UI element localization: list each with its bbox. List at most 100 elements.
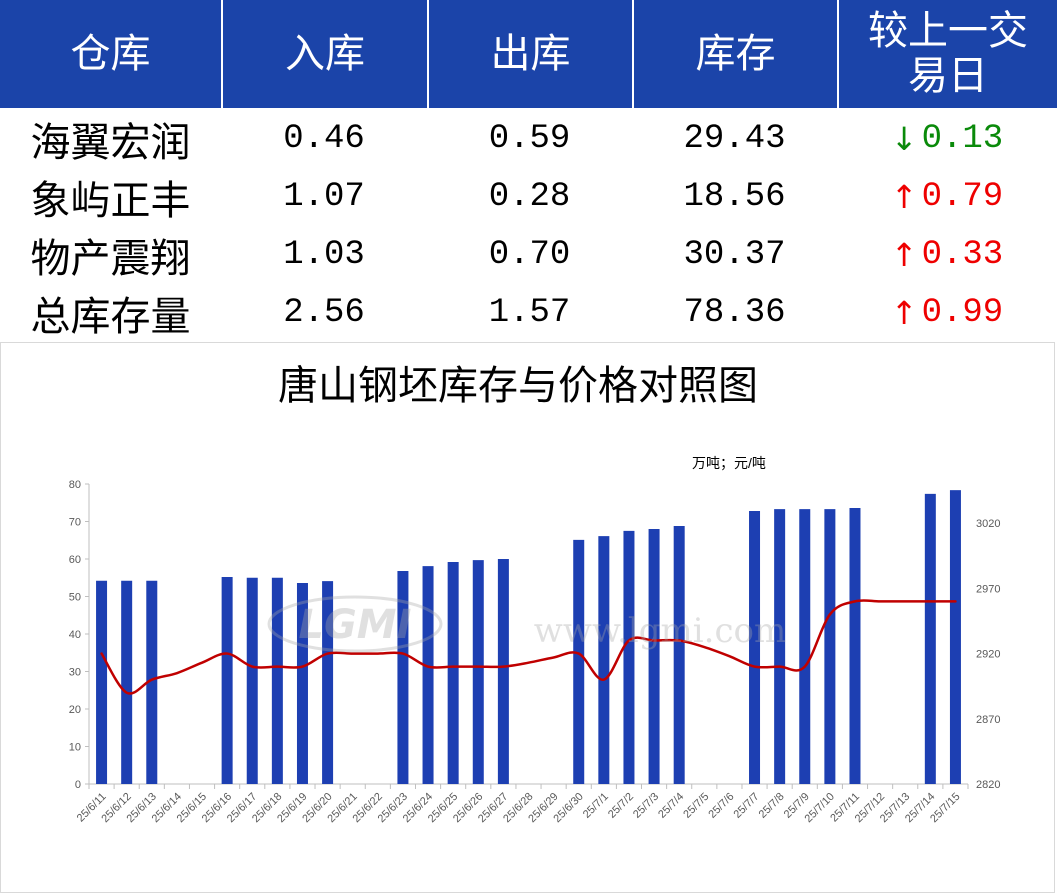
- table-row: 总库存量 2.56 1.57 78.36 ↑ 0.99: [0, 284, 1057, 342]
- header-label: 较上一交易日: [868, 8, 1028, 99]
- chart-panel: [0, 342, 1055, 893]
- y-tick-label: 0: [75, 779, 81, 791]
- y2-tick-label: 2970: [976, 583, 1000, 595]
- x-tick-label: 25/7/7: [732, 791, 762, 821]
- outbound-value: 0.70: [488, 236, 571, 274]
- chart-title: 唐山钢坯库存与价格对照图: [278, 363, 758, 409]
- header-outbound: 出库: [427, 0, 632, 108]
- stock-value: 18.56: [683, 178, 786, 216]
- price-series: [100, 599, 957, 695]
- table-header: 仓库 入库 出库 库存 较上一交易日: [0, 0, 1057, 108]
- inbound-value: 0.46: [283, 120, 365, 158]
- y-tick-label: 70: [69, 517, 81, 529]
- inventory-bar: [774, 509, 786, 784]
- inbound-value: 1.03: [283, 236, 365, 274]
- inventory-bar: [799, 509, 811, 784]
- change-value: ↑ 0.99: [837, 284, 1057, 342]
- header-label: 出库: [490, 30, 571, 77]
- arrow-up-icon: ↑: [890, 236, 918, 274]
- inventory-bar: [648, 529, 660, 784]
- y-tick-label: 50: [69, 592, 81, 604]
- watermark-logo-ring: [267, 595, 443, 653]
- y-tick-label: 40: [69, 629, 81, 641]
- inventory-bar: [246, 577, 258, 784]
- inventory-bar: [322, 581, 334, 784]
- change-amount: 0.33: [921, 236, 1004, 274]
- watermark-logo: LGMI: [298, 602, 411, 648]
- warehouse-name: 总库存量: [30, 294, 191, 340]
- arrow-up-icon: ↑: [890, 294, 918, 332]
- inventory-bar: [472, 560, 484, 784]
- inventory-bar: [296, 583, 308, 784]
- inventory-bar: [598, 536, 610, 784]
- y2-tick-label: 2870: [976, 714, 1000, 726]
- x-tick-label: 25/7/1: [581, 791, 611, 821]
- header-inbound: 入库: [221, 0, 427, 108]
- y2-tick-label: 2820: [976, 779, 1000, 791]
- change-amount: 0.99: [921, 294, 1004, 332]
- header-label: 入库: [285, 30, 365, 77]
- stock-value: 29.43: [683, 120, 786, 158]
- warehouse-name: 海翼宏润: [30, 120, 191, 166]
- inventory-bar: [271, 577, 283, 784]
- chart-axes: 25/6/1125/6/1225/6/1325/6/1425/6/1525/6/…: [69, 479, 1001, 825]
- table-row: 物产震翔 1.03 0.70 30.37 ↑ 0.33: [0, 226, 1057, 284]
- inventory-bar: [749, 511, 761, 784]
- watermark: LGMI www.lgmi.com: [267, 595, 786, 653]
- x-tick-label: 25/7/5: [681, 791, 711, 821]
- y-tick-label: 80: [69, 479, 81, 491]
- header-stock: 库存: [632, 0, 837, 108]
- inventory-bar: [422, 566, 434, 784]
- table-row: 海翼宏润 0.46 0.59 29.43 ↓ 0.13: [0, 110, 1057, 168]
- y2-tick-label: 2920: [976, 649, 1000, 661]
- inventory-bar: [623, 530, 635, 784]
- arrow-up-icon: ↑: [890, 178, 918, 216]
- header-label: 仓库: [70, 30, 151, 77]
- change-value: ↓ 0.13: [837, 110, 1057, 168]
- outbound-value: 0.59: [488, 120, 571, 158]
- header-label: 库存: [695, 30, 776, 77]
- change-amount: 0.13: [921, 120, 1004, 158]
- inventory-bar: [673, 526, 685, 784]
- header-warehouse: 仓库: [0, 0, 221, 108]
- outbound-value: 0.28: [488, 178, 571, 216]
- x-tick-label: 25/7/3: [631, 791, 661, 821]
- warehouse-name: 物产震翔: [30, 236, 191, 282]
- arrow-down-icon: ↓: [890, 120, 918, 158]
- outbound-value: 1.57: [488, 294, 571, 332]
- inventory-bar: [447, 562, 459, 784]
- price-line: [100, 599, 957, 695]
- table-row: 象屿正丰 1.07 0.28 18.56 ↑ 0.79: [0, 168, 1057, 226]
- x-tick-label: 25/7/4: [656, 791, 686, 821]
- inventory-bar: [96, 580, 108, 784]
- change-amount: 0.79: [921, 178, 1004, 216]
- stock-value: 78.36: [683, 294, 786, 332]
- inventory-price-chart: 唐山钢坯库存与价格对照图 万吨；元/吨 25/6/1125/6/1225/6/1…: [69, 363, 1001, 825]
- stock-value: 30.37: [683, 236, 786, 274]
- unit-label: 万吨；元/吨: [692, 455, 766, 472]
- header-change: 较上一交易日: [837, 0, 1057, 108]
- y2-tick-label: 3020: [976, 518, 1000, 530]
- warehouse-name: 象屿正丰: [30, 178, 191, 224]
- y-tick-label: 30: [69, 667, 81, 679]
- inventory-table-body: 海翼宏润 0.46 0.59 29.43 ↓ 0.13 象屿正丰 1.07 0.…: [0, 110, 1057, 342]
- inventory-bar: [849, 508, 861, 784]
- inbound-value: 2.56: [283, 294, 365, 332]
- y-tick-label: 10: [69, 742, 81, 754]
- inbound-value: 1.07: [283, 178, 365, 216]
- inventory-bar: [573, 539, 585, 784]
- inventory-bar: [497, 559, 509, 784]
- inventory-bar: [221, 577, 233, 784]
- x-tick-label: 25/7/2: [606, 791, 636, 821]
- x-tick-label: 25/7/6: [706, 791, 736, 821]
- inventory-bar: [121, 580, 133, 784]
- inventory-bar: [949, 490, 961, 784]
- watermark-url: www.lgmi.com: [534, 611, 786, 651]
- change-value: ↑ 0.33: [837, 226, 1057, 284]
- inventory-bars: [96, 490, 961, 784]
- inventory-bar: [824, 509, 836, 784]
- y-tick-label: 60: [69, 554, 81, 566]
- change-value: ↑ 0.79: [837, 168, 1057, 226]
- y-tick-label: 20: [69, 704, 81, 716]
- inventory-bar: [397, 571, 409, 784]
